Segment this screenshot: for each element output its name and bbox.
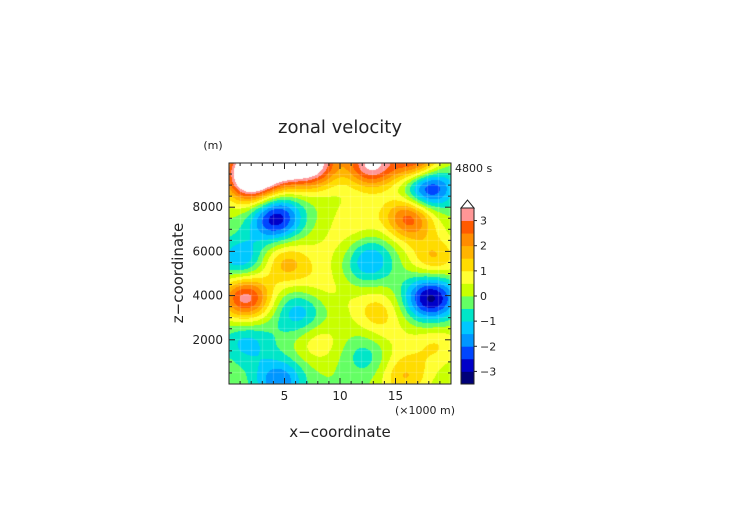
time-label: 4800 s [455,162,492,175]
colorbar-band [461,296,474,309]
colorbar-tick-label: −1 [480,315,496,328]
contour-field [229,163,451,384]
colorbar-extend-triangle [459,199,476,209]
colorbar-band [461,358,474,372]
x-tick-label: 10 [332,389,347,403]
colorbar-band [461,258,474,272]
colorbar-band [461,208,474,221]
colorbar-band [461,283,474,297]
y-axis: 2000 4000 6000 8000 [192,173,451,374]
y-axis-label: z−coordinate [169,223,187,323]
colorbar-band [461,333,474,347]
colorbar-band [461,371,474,385]
contour-heatmap [229,163,451,384]
y-tick-label: 8000 [192,200,223,214]
colorbar-band [461,270,474,284]
colorbar-band [461,321,474,335]
x-axis-label: x−coordinate [289,423,390,441]
x-unit-label: (×1000 m) [395,404,455,417]
x-axis: 5 10 15 [239,163,441,403]
y-unit-label: (m) [203,139,222,152]
colorbar: 3 2 1 0 −1 −2 −3 [459,199,496,385]
colorbar-tick-label: 1 [480,265,487,278]
y-tick-label: 4000 [192,289,223,303]
colorbar-tick-label: 3 [480,215,487,228]
colorbar-band [461,233,474,247]
colorbar-band [461,220,474,234]
colorbar-tick-label: 2 [480,240,487,253]
colorbar-band [461,346,474,360]
chart-title: zonal velocity [278,117,402,138]
colorbar-tick-label: 0 [480,290,487,303]
y-tick-label: 2000 [192,333,223,347]
colorbar-band [461,308,474,322]
y-tick-label: 6000 [192,244,223,258]
colorbar-band [461,245,474,259]
colorbar-tick-label: −2 [480,340,496,353]
x-tick-label: 15 [388,389,403,403]
colorbar-tick-label: −3 [480,365,496,378]
x-tick-label: 5 [281,389,289,403]
